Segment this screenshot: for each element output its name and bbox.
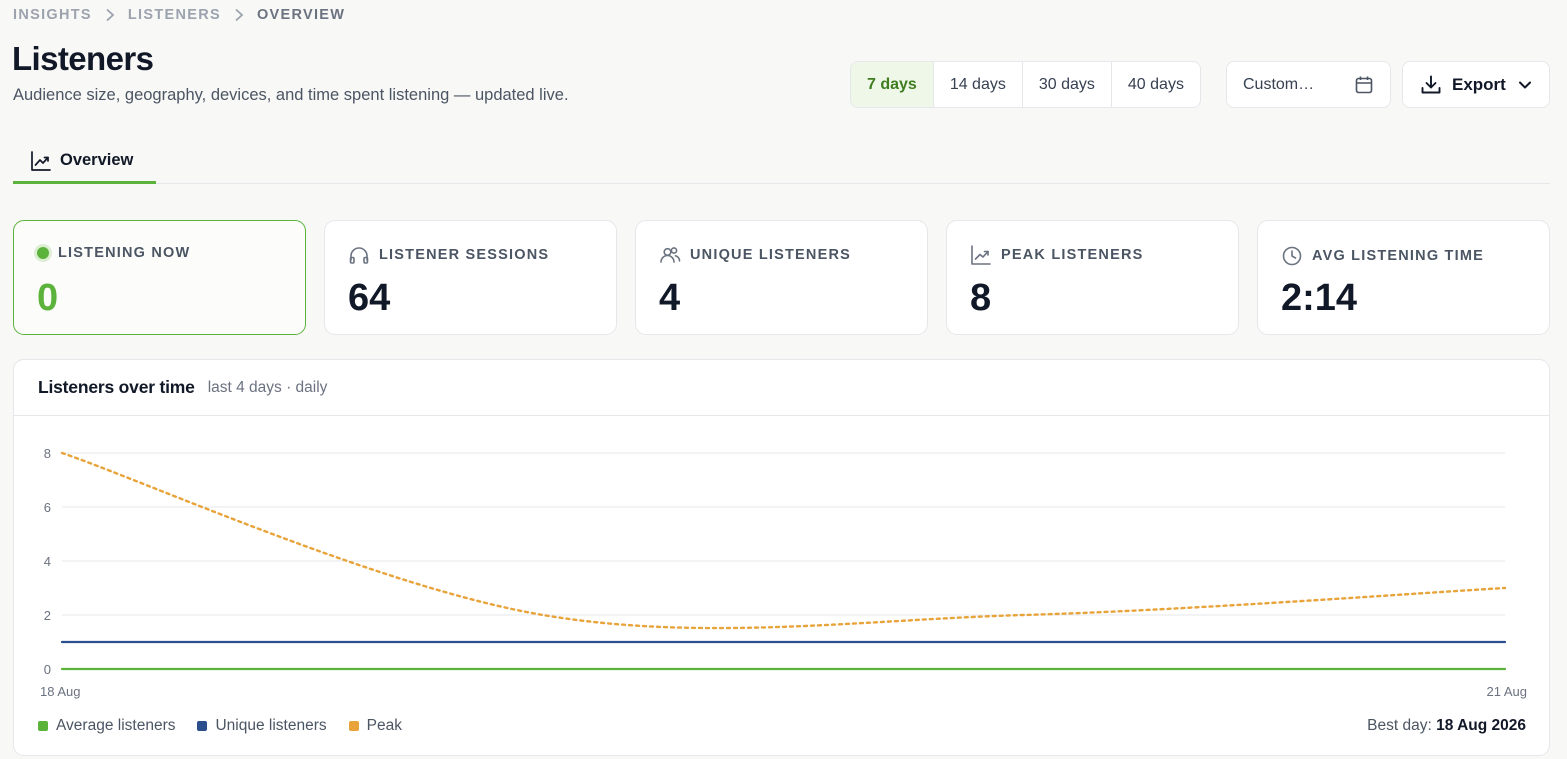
chart-legend: Average listeners Unique listeners Peak [38, 717, 424, 735]
y-tick-label: 8 [44, 446, 51, 461]
stat-value: 8 [970, 277, 992, 319]
live-dot-icon [37, 247, 49, 259]
stat-label: AVG LISTENING TIME [1312, 248, 1484, 264]
chevron-right-icon [235, 8, 244, 22]
breadcrumb-item-overview: OVERVIEW [256, 7, 346, 23]
legend-item-peak: Peak [348, 717, 402, 735]
range-30-days-button[interactable]: 30 days [1021, 62, 1111, 107]
page-title: Listeners [12, 40, 154, 77]
legend-label: Peak [366, 717, 402, 734]
chevron-down-icon [1518, 81, 1531, 88]
custom-range-button[interactable]: Custom… [1226, 61, 1391, 108]
export-label: Export [1452, 74, 1506, 94]
series-line-peak [60, 451, 1507, 630]
tab-overview[interactable]: Overview [13, 140, 156, 184]
y-tick-label: 4 [44, 554, 51, 569]
stat-card-unique-listeners: UNIQUE LISTENERS 4 [635, 220, 928, 335]
legend-item-unique-listeners: Unique listeners [197, 717, 327, 735]
stat-label: PEAK LISTENERS [1001, 247, 1144, 263]
calendar-icon [1355, 76, 1373, 93]
clock-icon [1282, 246, 1302, 266]
chevron-right-icon [106, 8, 115, 22]
chart-line-icon [31, 150, 51, 171]
stat-card-listening-now: LISTENING NOW 0 [13, 220, 306, 335]
legend-swatch [348, 721, 359, 731]
tab-label: Overview [60, 151, 134, 169]
legend-item-average-listeners: Average listeners [38, 717, 175, 735]
y-tick-label: 0 [44, 662, 51, 677]
users-icon [660, 247, 681, 263]
listeners-line-chart: 0 2 4 6 8 18 Aug 21 Aug [40, 446, 1528, 699]
legend-swatch [38, 721, 48, 731]
tab-bar: Overview [13, 140, 1550, 184]
stat-label: UNIQUE LISTENERS [690, 247, 851, 263]
range-14-days-button[interactable]: 14 days [932, 62, 1022, 107]
listeners-chart-panel: Listeners over time last 4 days · daily … [13, 359, 1550, 756]
stat-value: 4 [659, 277, 681, 319]
stat-card-peak-listeners: PEAK LISTENERS 8 [946, 220, 1239, 335]
stat-label: LISTENING NOW [58, 245, 191, 261]
chart-subtitle: last 4 days · daily [207, 378, 328, 396]
page-subtitle: Audience size, geography, devices, and t… [13, 86, 569, 104]
best-day: Best day: 18 Aug 2026 [1367, 717, 1526, 735]
stat-value: 0 [37, 277, 59, 319]
stat-card-listener-sessions: LISTENER SESSIONS 64 [324, 220, 617, 335]
date-range-selector: 7 days 14 days 30 days 40 days [850, 61, 1201, 108]
stat-value: 2:14 [1281, 277, 1358, 319]
best-day-value: 18 Aug 2026 [1436, 717, 1526, 734]
legend-label: Average listeners [56, 717, 176, 734]
export-button[interactable]: Export [1402, 61, 1550, 108]
headphones-icon [349, 247, 369, 264]
stat-value: 64 [348, 277, 391, 319]
download-icon [1421, 75, 1441, 93]
range-7-days-button[interactable]: 7 days [851, 62, 933, 107]
chart-line-icon [971, 245, 991, 265]
breadcrumb-item-insights[interactable]: INSIGHTS [13, 7, 92, 23]
breadcrumb-item-listeners[interactable]: LISTENERS [127, 7, 221, 23]
y-tick-label: 2 [44, 608, 51, 623]
x-tick-label: 18 Aug [40, 684, 81, 699]
stat-label: LISTENER SESSIONS [379, 247, 550, 263]
breadcrumb: INSIGHTS LISTENERS OVERVIEW [13, 7, 345, 23]
range-40-days-button[interactable]: 40 days [1110, 62, 1200, 107]
best-day-label: Best day: [1367, 717, 1432, 734]
chart-title: Listeners over time [38, 377, 195, 397]
x-tick-label: 21 Aug [1487, 684, 1528, 699]
legend-swatch [197, 721, 208, 731]
y-tick-label: 6 [44, 500, 51, 515]
stat-card-avg-listening-time: AVG LISTENING TIME 2:14 [1257, 220, 1550, 335]
custom-range-label: Custom… [1243, 75, 1315, 93]
legend-label: Unique listeners [215, 717, 327, 734]
